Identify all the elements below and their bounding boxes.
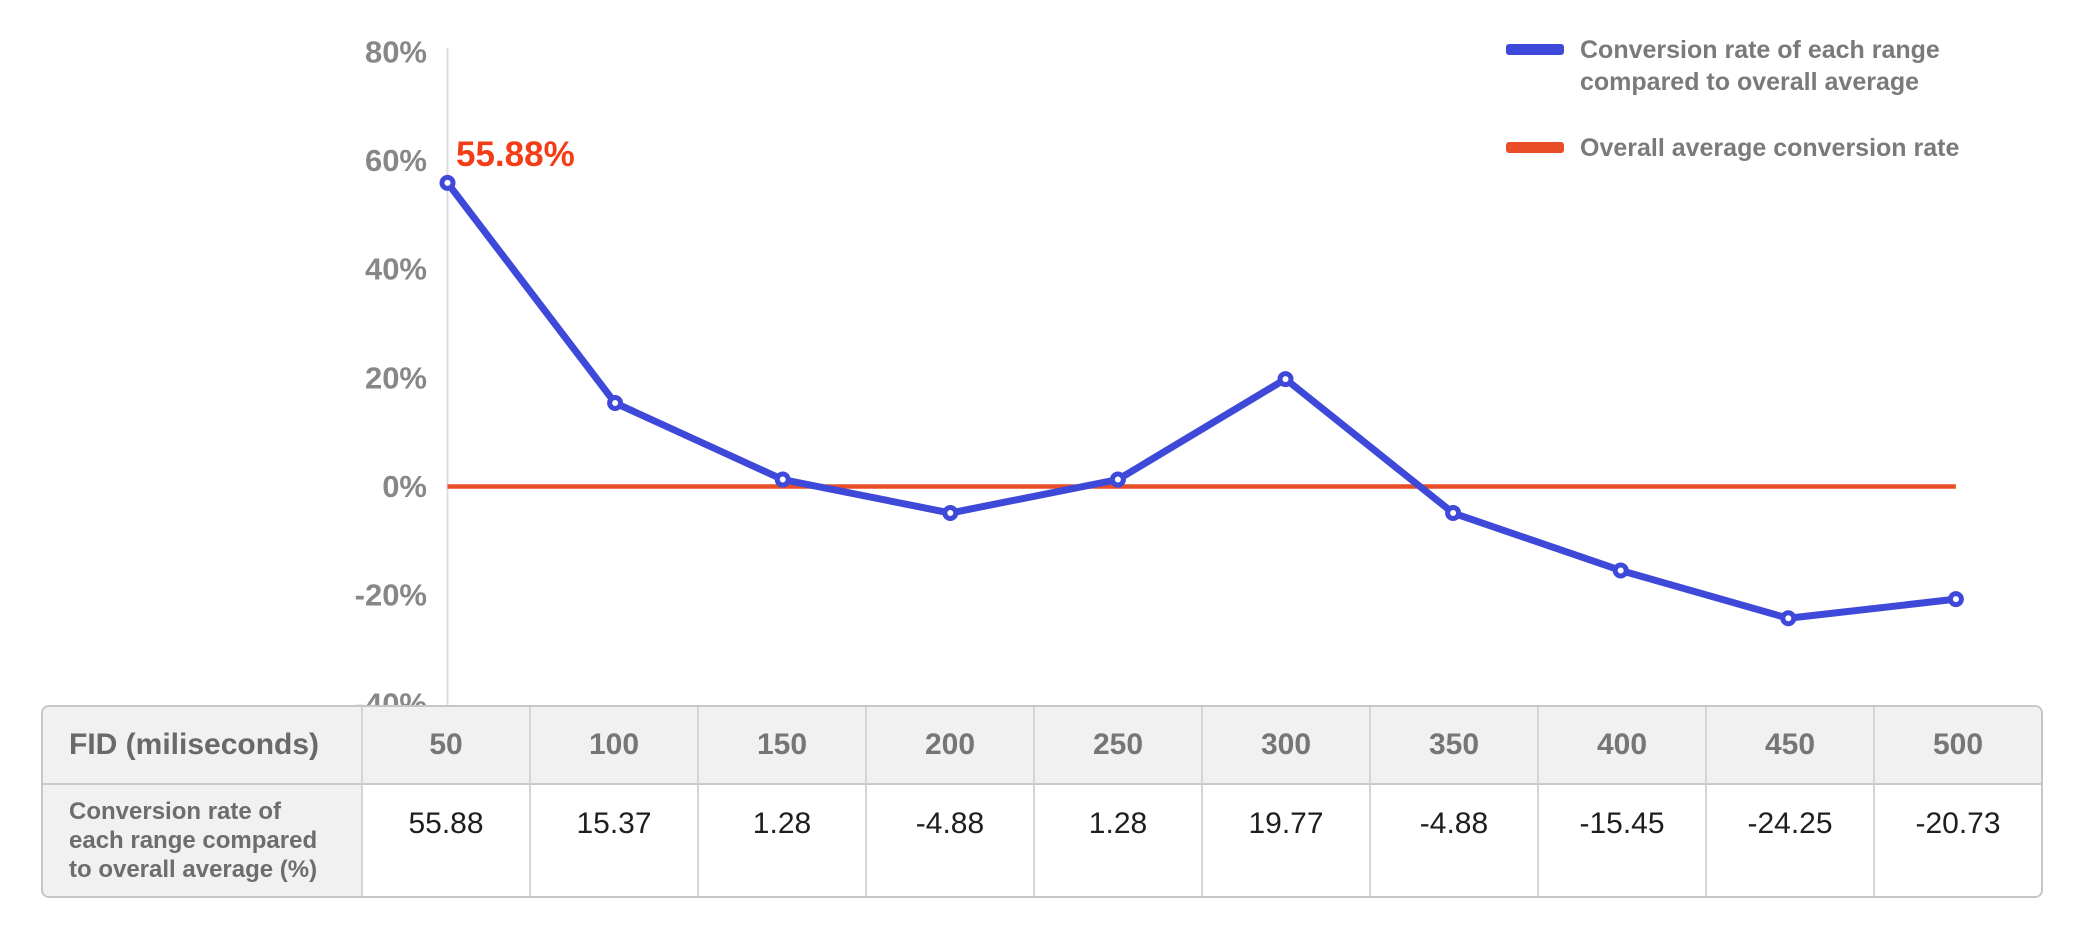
legend-swatch-red-icon <box>1506 142 1564 153</box>
y-axis: 80% 60% 40% 20% 0% -20% -40% <box>355 34 449 705</box>
table-value-cell: 19.77 <box>1201 785 1369 896</box>
data-point-marker <box>1780 610 1797 627</box>
table-value-cell: 1.28 <box>697 785 865 896</box>
legend-item-conversion: Conversion rate of each range compared t… <box>1506 34 1976 98</box>
table-value-cell: -20.73 <box>1873 785 2041 896</box>
y-tick-label: 80% <box>365 34 427 69</box>
y-tick-label: -40% <box>355 686 427 705</box>
data-point-marker <box>942 505 959 522</box>
table-row-label: Conversion rate of each range compared t… <box>43 785 361 896</box>
table-header-cell: 150 <box>697 707 865 785</box>
legend-label-conversion: Conversion rate of each range compared t… <box>1580 36 1940 96</box>
data-point-marker <box>1445 505 1462 522</box>
conversion-rate-line-chart: 80% 60% 40% 20% 0% -20% -40% 55.88% <box>355 34 1964 705</box>
table-corner-label: FID (miliseconds) <box>43 707 361 785</box>
table-header-cell: 500 <box>1873 707 2041 785</box>
chart-legend: Conversion rate of each range compared t… <box>1506 34 1976 198</box>
table-header-cell: 100 <box>529 707 697 785</box>
table-value-cell: -24.25 <box>1705 785 1873 896</box>
table-header-cell: 250 <box>1033 707 1201 785</box>
y-tick-label: 40% <box>365 252 427 287</box>
conversion-line <box>444 179 1960 622</box>
y-tick-label: 60% <box>365 143 427 178</box>
fid-conversion-table: FID (miliseconds) 50 100 150 200 250 300 350 40… <box>41 705 2043 898</box>
data-point-marker <box>1277 371 1294 388</box>
y-tick-label: 0% <box>382 469 427 504</box>
legend-item-average: Overall average conversion rate <box>1506 132 1976 164</box>
table-header-cell: 200 <box>865 707 1033 785</box>
data-point-marker <box>607 394 624 411</box>
table-value-cell: 55.88 <box>361 785 529 896</box>
y-tick-label: -20% <box>355 578 427 613</box>
first-point-annotation: 55.88% <box>456 135 575 174</box>
table-value-cell: -4.88 <box>1369 785 1537 896</box>
table-value-cell: -4.88 <box>865 785 1033 896</box>
legend-swatch-blue-icon <box>1506 44 1564 55</box>
table-header-cell: 300 <box>1201 707 1369 785</box>
table-header-cell: 350 <box>1369 707 1537 785</box>
data-point-marker <box>439 174 456 191</box>
data-point-marker <box>1947 591 1964 608</box>
legend-label-average: Overall average conversion rate <box>1580 134 1960 162</box>
chart-annotations: 55.88% <box>456 135 575 174</box>
data-point-marker <box>774 471 791 488</box>
data-point-marker <box>1612 562 1629 579</box>
table-value-cell: 1.28 <box>1033 785 1201 896</box>
table-value-cell: -15.45 <box>1537 785 1705 896</box>
table-header-cell: 400 <box>1537 707 1705 785</box>
table-header-cell: 450 <box>1705 707 1873 785</box>
data-point-marker <box>1109 471 1126 488</box>
chart-series <box>439 174 1964 627</box>
table-value-cell: 15.37 <box>529 785 697 896</box>
table-header-cell: 50 <box>361 707 529 785</box>
y-tick-label: 20% <box>365 360 427 395</box>
